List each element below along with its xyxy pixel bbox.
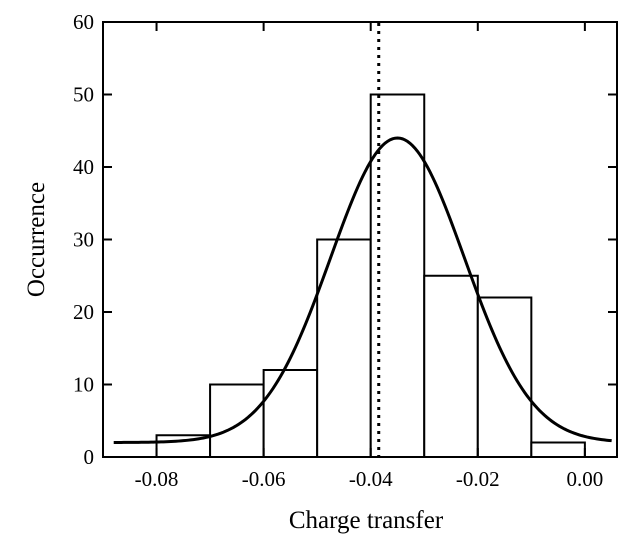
x-tick-label-2: -0.04 <box>349 467 393 491</box>
y-tick-label-0: 0 <box>84 445 95 469</box>
y-tick-label-1: 10 <box>73 373 94 397</box>
x-tick-label-3: -0.02 <box>456 467 500 491</box>
histogram-bar-7 <box>530 441 586 458</box>
x-axis: -0.08 -0.06 -0.04 -0.02 0.00 <box>135 22 604 491</box>
histogram-bar-3 <box>316 238 372 458</box>
y-axis: 0 10 20 30 40 50 60 <box>73 10 617 469</box>
y-tick-label-3: 30 <box>73 228 94 252</box>
x-tick-label-0: -0.08 <box>135 467 179 491</box>
y-tick-label-2: 20 <box>73 300 94 324</box>
gaussian-fit-curve <box>113 136 612 444</box>
y-tick-label-4: 40 <box>73 155 94 179</box>
y-tick-label-6: 60 <box>73 10 94 34</box>
x-tick-label-1: -0.06 <box>242 467 286 491</box>
histogram-bars <box>155 93 586 458</box>
x-axis-title: Charge transfer <box>289 507 444 534</box>
histogram-bar-2 <box>262 369 319 458</box>
histogram-bar-1 <box>209 383 265 458</box>
y-tick-label-5: 50 <box>73 83 94 107</box>
histogram-bar-6 <box>476 296 533 458</box>
x-tick-label-4: 0.00 <box>567 467 604 491</box>
y-axis-title: Occurrence <box>23 182 50 297</box>
histogram-bar-4 <box>369 93 426 458</box>
histogram-bar-5 <box>423 274 479 458</box>
